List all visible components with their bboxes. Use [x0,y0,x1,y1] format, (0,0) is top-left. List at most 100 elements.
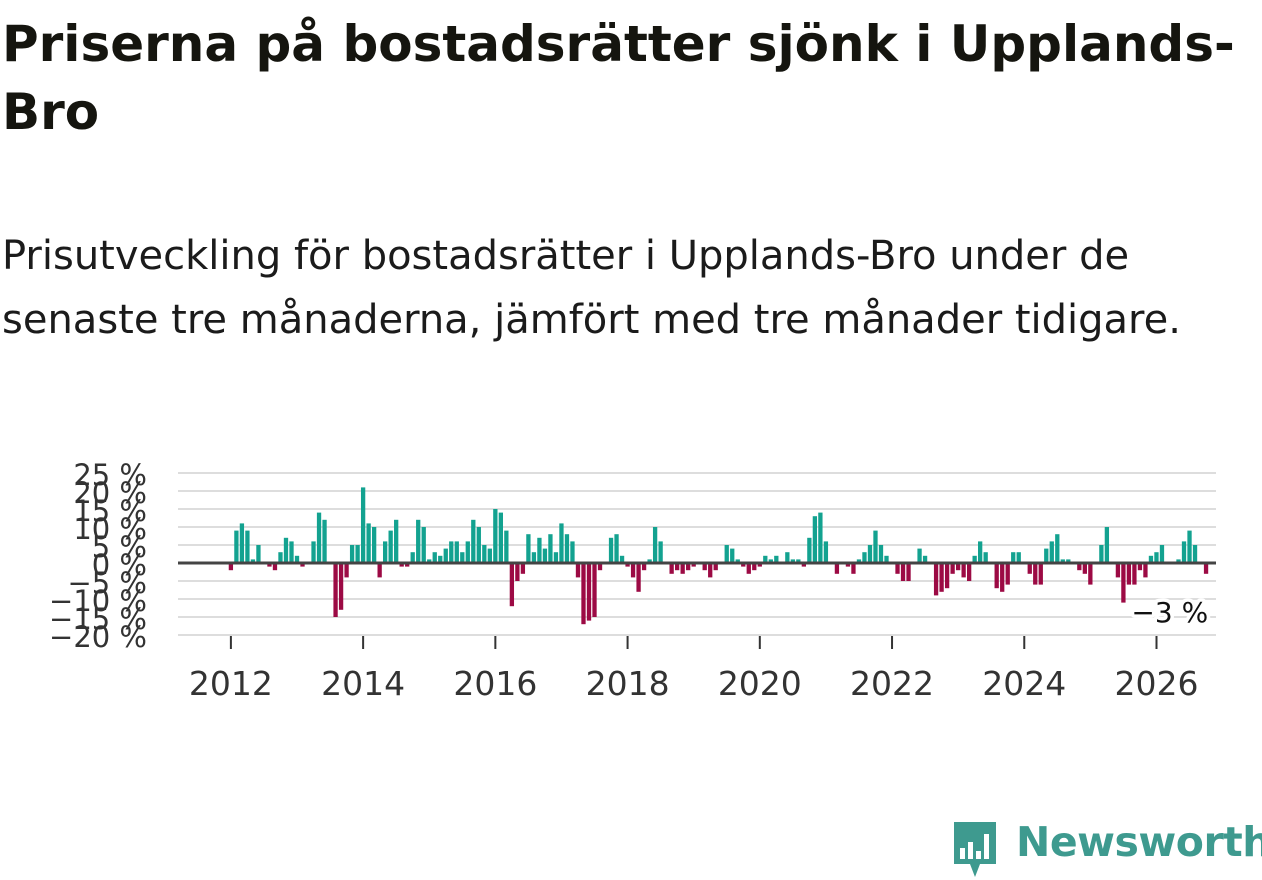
bar [625,563,630,567]
bar [658,541,663,563]
bar [801,563,807,567]
bar [834,563,840,574]
bar [581,563,586,625]
y-tick-label: −20 % [49,620,147,654]
bar [652,527,658,563]
bar [933,563,939,596]
y-tick-label: 0 % [92,548,147,582]
bar [526,534,531,563]
y-tick-label: 5 % [92,530,147,564]
bar [250,559,256,563]
bar [636,563,641,592]
bar [818,512,823,563]
bar [686,563,691,571]
y-tick-label: 15 % [73,494,147,528]
bar [708,563,713,578]
bar [272,563,278,571]
bar [333,563,338,617]
bar [283,537,289,563]
bar [504,530,509,563]
bar [476,527,481,563]
bar [1137,563,1143,571]
bar [1060,559,1065,563]
bar [867,545,873,563]
bar [1077,563,1082,571]
bar [316,512,322,563]
bar [1055,534,1060,563]
bar [895,563,900,574]
y-tick-label: −5 % [67,566,147,600]
bar [790,559,795,563]
bar [675,563,680,571]
bar [785,552,790,563]
y-tick-label: 25 % [73,458,147,492]
bar [322,519,327,563]
bar [1016,552,1021,563]
bar [1181,541,1187,563]
bar [278,552,283,563]
bar [520,563,526,574]
bar [1082,563,1087,574]
bar [487,548,492,563]
bar [878,545,884,563]
bar [1132,563,1137,585]
bar [1099,545,1104,563]
x-tick-label: 2014 [321,664,405,703]
bar [1049,541,1054,563]
bar [294,555,300,563]
y-tick-label: −15 % [49,602,147,636]
bar [851,563,856,574]
bar [575,563,581,578]
bar [443,548,448,563]
bar [796,559,801,563]
bar [394,519,399,563]
bar [1000,563,1005,592]
bar [955,563,961,571]
bar [1088,563,1093,585]
y-axis-labels: 25 %20 %15 %10 %5 %0 %−5 %−10 %−15 %−20 … [49,458,147,654]
bar-chart-badge-icon [954,822,996,877]
bar [1187,530,1192,563]
bar [746,563,751,574]
bars [228,487,1209,625]
bar [1011,552,1016,563]
bar [267,563,272,567]
bar [471,519,476,563]
bar [239,523,245,563]
bar [1115,563,1121,578]
bar [509,563,515,607]
bar [1104,527,1110,563]
bar [972,555,977,563]
x-tick-label: 2016 [453,664,537,703]
bar [983,552,988,563]
bar [564,534,570,563]
bar [845,563,851,567]
chart-subtitle: Prisutveckling för bostadsrätter i Uppla… [2,233,1181,343]
bar [586,563,592,621]
bar [349,545,355,563]
bar [939,563,944,592]
bar [884,555,889,563]
bar [724,545,729,563]
bar [966,563,972,581]
bar [680,563,685,574]
bar [900,563,906,581]
bar [763,555,768,563]
bar [570,541,575,563]
bar [388,530,393,563]
bar [1121,563,1126,603]
y-tick-label: 10 % [73,512,147,546]
bar [256,545,261,563]
bar [641,563,647,571]
bar [1143,563,1148,578]
bar [614,534,619,563]
bar [1148,555,1154,563]
bar [950,563,955,574]
newsworthy-logo: Newsworthy [950,818,1262,880]
bar [427,559,432,563]
annotation-label: −3 % [1131,596,1208,629]
bar [1154,552,1159,563]
bar [300,563,305,567]
bar [432,552,437,563]
bar [371,527,377,563]
